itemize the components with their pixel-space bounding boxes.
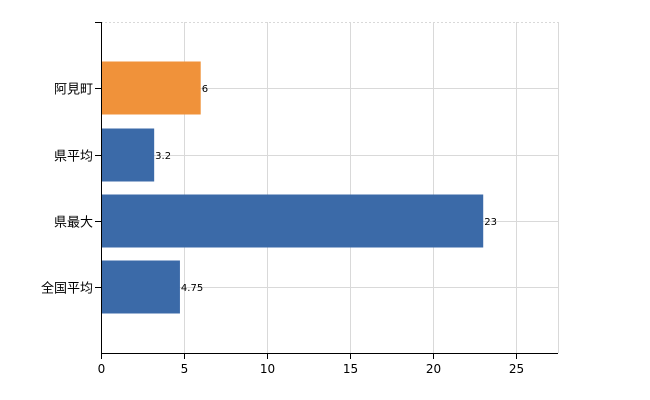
bar: [102, 260, 180, 314]
category-label: 県最大: [54, 216, 93, 231]
x-tick-label: 20: [426, 362, 441, 376]
bar: [102, 61, 201, 115]
x-tick-label: 25: [509, 362, 524, 376]
category-label: 阿見町: [54, 83, 93, 98]
bar: [102, 128, 155, 182]
data-label: 3.2: [155, 151, 171, 162]
x-tick-label: 10: [260, 362, 275, 376]
x-tick-label: 15: [343, 362, 358, 376]
bars: [102, 61, 484, 314]
axes: [95, 22, 558, 359]
data-label: 23: [484, 217, 497, 228]
data-label: 4.75: [181, 283, 203, 294]
category-label: 全国平均: [41, 281, 93, 297]
data-label: 6: [202, 84, 208, 95]
category-label: 県平均: [54, 150, 93, 165]
x-tick-label: 5: [181, 362, 189, 376]
bar: [102, 194, 484, 248]
x-tick-label: 0: [98, 362, 106, 376]
